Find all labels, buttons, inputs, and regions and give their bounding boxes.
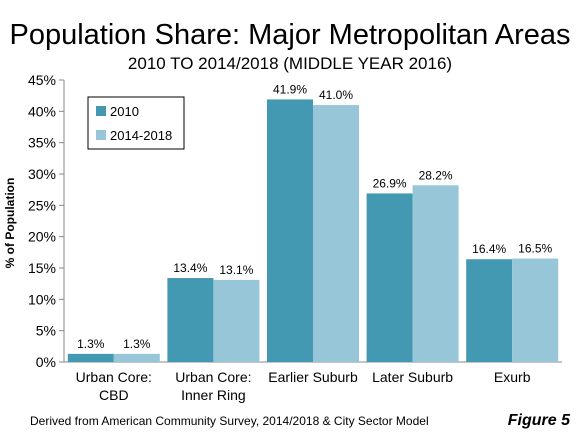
chart-subtitle: 2010 TO 2014/2018 (MIDDLE YEAR 2016): [128, 54, 452, 73]
bar: [113, 353, 160, 362]
legend-swatch: [96, 130, 106, 140]
bar-value-label: 13.4%: [173, 261, 207, 275]
source-note: Derived from American Community Survey, …: [30, 414, 429, 428]
x-tick-label: Exurb: [494, 369, 531, 385]
x-tick-label: CBD: [99, 387, 129, 403]
chart-title: Population Share: Major Metropolitan Are…: [10, 19, 571, 51]
y-tick-label: 5%: [36, 323, 56, 339]
legend-label: 2010: [110, 104, 139, 119]
y-tick-label: 20%: [28, 229, 56, 245]
bar-value-label: 41.0%: [319, 88, 353, 102]
bar: [67, 353, 114, 362]
bar-value-label: 1.3%: [123, 337, 151, 351]
y-tick-label: 40%: [28, 103, 56, 119]
bar: [167, 278, 214, 362]
y-axis-label: % of Population: [3, 178, 17, 269]
bar-value-label: 1.3%: [77, 337, 105, 351]
bar: [213, 279, 260, 362]
x-tick-label: Inner Ring: [181, 387, 246, 403]
figure-label: Figure 5: [508, 412, 571, 429]
y-tick-label: 15%: [28, 260, 56, 276]
bar-value-label: 28.2%: [419, 168, 453, 182]
bar: [512, 258, 559, 362]
y-tick-label: 35%: [28, 135, 56, 151]
bar: [466, 259, 513, 362]
y-tick-label: 10%: [28, 291, 56, 307]
x-tick-label: Later Suburb: [372, 369, 453, 385]
bar-value-label: 16.5%: [518, 242, 552, 256]
legend-label: 2014-2018: [110, 128, 172, 143]
bar: [366, 193, 413, 362]
y-tick-label: 25%: [28, 197, 56, 213]
x-tick-label: Urban Core:: [76, 369, 152, 385]
y-tick-label: 0%: [36, 354, 56, 370]
y-tick-label: 30%: [28, 166, 56, 182]
bar: [267, 99, 313, 362]
y-tick-label: 45%: [28, 72, 56, 88]
bar: [313, 105, 359, 363]
legend-swatch: [96, 106, 106, 116]
bar-value-label: 13.1%: [219, 263, 253, 277]
bar-value-label: 16.4%: [472, 242, 506, 256]
bar-value-label: 41.9%: [273, 82, 307, 96]
bar: [412, 185, 459, 362]
x-tick-label: Earlier Suburb: [268, 369, 358, 385]
legend-box: [87, 96, 185, 150]
bar-value-label: 26.9%: [373, 176, 407, 190]
x-tick-label: Urban Core:: [175, 369, 251, 385]
